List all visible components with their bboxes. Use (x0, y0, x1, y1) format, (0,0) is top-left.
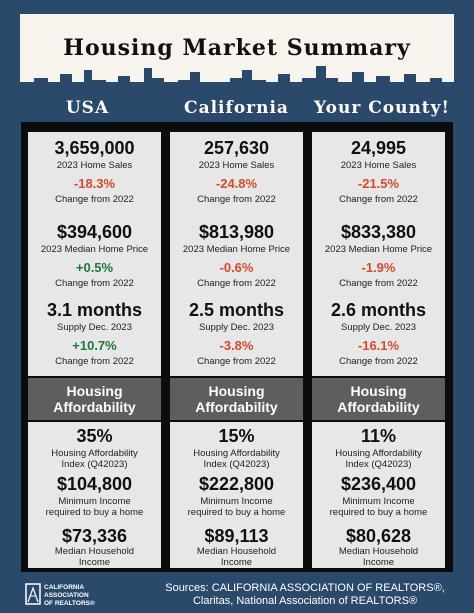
change-label: Change from 2022 (197, 356, 276, 367)
hai-label-line2: Index (Q42023) (345, 459, 412, 470)
home-sales-change: -18.3% (73, 176, 116, 191)
supply-change: -16.1% (357, 338, 400, 353)
hai-value: 11% (360, 426, 397, 446)
median-price-change: -0.6% (219, 260, 254, 275)
market-stats-section: 257,630 2023 Home Sales -24.8% Change fr… (170, 132, 303, 376)
min-income-value: $236,400 (340, 474, 417, 494)
sources-text: Sources: CALIFORNIA ASSOCIATION OF REALT… (150, 582, 460, 608)
median-price-label: 2023 Median Home Price (182, 244, 291, 255)
min-income-label-line1: Minimum Income (200, 496, 273, 507)
median-price-label: 2023 Median Home Price (324, 244, 433, 255)
household-income-label-line1: Median Household (196, 546, 277, 557)
min-income-value: $222,800 (198, 474, 275, 494)
supply-change: -3.8% (219, 338, 254, 353)
change-label: Change from 2022 (197, 278, 276, 289)
hai-value: 35% (76, 426, 113, 446)
supply-label: Supply Dec. 2023 (199, 322, 274, 333)
band-line-1: Housing (208, 383, 265, 399)
affordability-section: 15% Housing Affordability Index (Q42023)… (170, 422, 303, 568)
change-label: Change from 2022 (339, 278, 418, 289)
logo-line-1: CALIFORNIA (44, 584, 85, 591)
median-price-change: +0.5% (75, 260, 114, 275)
supply-label: Supply Dec. 2023 (57, 322, 132, 333)
median-price-label: 2023 Median Home Price (40, 244, 149, 255)
median-price-value: $833,380 (340, 222, 417, 242)
logo-line-2: ASSOCIATION (44, 592, 89, 599)
logo-line-3: OF REALTORS® (44, 600, 95, 607)
median-price-change: -1.9% (361, 260, 396, 275)
column-heading-usa: USA (65, 98, 110, 118)
min-income-label-line2: required to buy a home (187, 507, 286, 518)
column-heading-california: California (184, 98, 289, 118)
hai-value: 15% (218, 426, 255, 446)
change-label: Change from 2022 (55, 356, 134, 367)
home-sales-value: 24,995 (350, 138, 407, 158)
household-income-label-line1: Median Household (338, 546, 419, 557)
market-stats-section: 3,659,000 2023 Home Sales -18.3% Change … (28, 132, 161, 376)
column-county: 24,995 2023 Home Sales -21.5% Change fro… (312, 132, 445, 568)
home-sales-change: -24.8% (215, 176, 258, 191)
home-sales-label: 2023 Home Sales (340, 160, 417, 171)
household-income-value: $80,628 (345, 526, 412, 546)
city-skyline-graphic (20, 66, 454, 100)
page-title: Housing Market Summary (63, 35, 411, 61)
min-income-label-line1: Minimum Income (342, 496, 415, 507)
title-box: Housing Market Summary (20, 14, 454, 82)
change-label: Change from 2022 (339, 194, 418, 205)
sources-line-1: Sources: CALIFORNIA ASSOCIATION OF REALT… (165, 582, 445, 594)
affordability-band: Housing Affordability (170, 378, 303, 420)
car-logo-text: CALIFORNIA ASSOCIATION OF REALTORS® (44, 584, 134, 608)
supply-value: 2.5 months (188, 300, 285, 320)
home-sales-change: -21.5% (357, 176, 400, 191)
column-heading-county: Your County! (313, 98, 450, 118)
home-sales-label: 2023 Home Sales (56, 160, 133, 171)
hai-label-line2: Index (Q42023) (61, 459, 128, 470)
band-line-2: Affordability (195, 399, 278, 415)
hai-label-line1: Housing Affordability (193, 448, 280, 459)
household-income-label-line2: Income (220, 557, 253, 568)
band-line-1: Housing (350, 383, 407, 399)
band-line-2: Affordability (337, 399, 420, 415)
change-label: Change from 2022 (339, 356, 418, 367)
supply-label: Supply Dec. 2023 (341, 322, 416, 333)
change-label: Change from 2022 (55, 278, 134, 289)
band-line-1: Housing (66, 383, 123, 399)
car-logo-icon (25, 583, 41, 605)
change-label: Change from 2022 (55, 194, 134, 205)
column-usa: 3,659,000 2023 Home Sales -18.3% Change … (28, 132, 161, 568)
affordability-section: 35% Housing Affordability Index (Q42023)… (28, 422, 161, 568)
median-price-value: $394,600 (56, 222, 133, 242)
supply-change: +10.7% (72, 338, 117, 353)
home-sales-value: 3,659,000 (54, 138, 135, 158)
household-income-value: $73,336 (61, 526, 128, 546)
affordability-band: Housing Affordability (312, 378, 445, 420)
affordability-section: 11% Housing Affordability Index (Q42023)… (312, 422, 445, 568)
affordability-band: Housing Affordability (28, 378, 161, 420)
hai-label-line2: Index (Q42023) (203, 459, 270, 470)
change-label: Change from 2022 (197, 194, 276, 205)
household-income-value: $89,113 (204, 526, 269, 546)
household-income-label-line2: Income (362, 557, 395, 568)
household-income-label-line1: Median Household (54, 546, 135, 557)
market-stats-section: 24,995 2023 Home Sales -21.5% Change fro… (312, 132, 445, 376)
supply-value: 2.6 months (330, 300, 427, 320)
hai-label-line1: Housing Affordability (51, 448, 138, 459)
column-california: 257,630 2023 Home Sales -24.8% Change fr… (170, 132, 303, 568)
min-income-value: $104,800 (56, 474, 133, 494)
min-income-label-line2: required to buy a home (329, 507, 428, 518)
median-price-value: $813,980 (198, 222, 275, 242)
min-income-label-line2: required to buy a home (45, 507, 144, 518)
min-income-label-line1: Minimum Income (58, 496, 131, 507)
supply-value: 3.1 months (46, 300, 143, 320)
household-income-label-line2: Income (78, 557, 111, 568)
home-sales-label: 2023 Home Sales (198, 160, 275, 171)
sources-line-2: Claritas, National Association of REALTO… (192, 595, 418, 607)
band-line-2: Affordability (53, 399, 136, 415)
home-sales-value: 257,630 (203, 138, 270, 158)
hai-label-line1: Housing Affordability (335, 448, 422, 459)
